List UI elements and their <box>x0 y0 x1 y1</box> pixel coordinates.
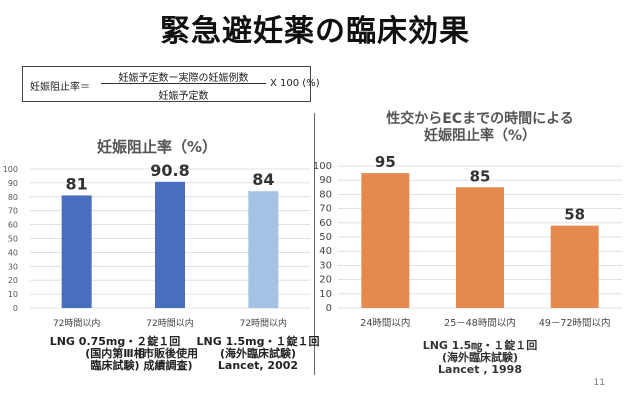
chart2-ytick-label: 70 <box>319 204 332 215</box>
chart1-bar2-note-line-2: 成績調査) <box>143 359 193 372</box>
chart2-data-label-1: 95 <box>375 153 396 171</box>
chart1-data-label-3: 84 <box>252 170 274 189</box>
chart1-category-label-3: 72時間以内 <box>240 317 287 329</box>
chart2-ytick-label: 0 <box>326 303 332 314</box>
chart1-bar1-note-line-3: 臨床試験) <box>90 359 140 372</box>
chart2-ytick-label: 60 <box>319 218 332 229</box>
chart1-data-label-1: 81 <box>66 174 88 193</box>
chart1-bar3-note: LNG 1.5mg・１錠１回 (海外臨床試験) Lancet, 2002 <box>188 336 328 372</box>
chart1-bar-1 <box>61 195 92 308</box>
formula-lhs: 妊娠阻止率＝ <box>30 82 90 93</box>
chart1-ytick-label: 60 <box>8 221 18 230</box>
chart2-ytick-label: 30 <box>319 260 332 271</box>
chart1-ytick-label: 0 <box>13 304 18 313</box>
chart2-note-line-1: LNG 1.5㎎・１錠１回 <box>422 339 538 352</box>
chart1-bar1-note-line-2: (国内第Ⅲ相 <box>85 347 145 360</box>
chart1-bar-2 <box>155 181 185 308</box>
chart2-data-label-2: 85 <box>470 167 491 185</box>
chart1-ytick-label: 30 <box>8 262 18 271</box>
chart2-category-label-1: 24時間以内 <box>360 317 410 329</box>
formula-rhs: X 100 (%) <box>270 78 320 89</box>
chart1-title: 妊娠阻止率（%） <box>96 138 218 156</box>
chart-divider <box>314 113 315 375</box>
chart2-ytick-label: 90 <box>319 175 332 186</box>
chart1-category-label-1: 72時間以内 <box>53 317 100 329</box>
chart1-ytick-label: 40 <box>8 248 18 257</box>
chart2-bar-2 <box>456 187 504 308</box>
formula-fraction-bar <box>101 83 266 84</box>
chart2-bar-1 <box>361 173 410 308</box>
chart1-data-label-2: 90.8 <box>150 161 189 180</box>
chart1-ytick-label: 80 <box>8 193 18 202</box>
chart1-bar1-note: LNG 0.75mg・２錠１回 (国内第Ⅲ相 臨床試験) <box>40 336 190 372</box>
formula-denominator: 妊娠予定数 <box>158 91 209 102</box>
page-number: 11 <box>593 378 605 388</box>
chart2-ytick-label: 40 <box>319 246 332 257</box>
chart2-title: 性交からECまでの時間による 妊娠阻止率（%） <box>330 111 630 145</box>
chart2-data-label-3: 58 <box>564 206 585 224</box>
chart1-ytick-label: 20 <box>8 276 18 285</box>
chart2-ytick-label: 100 <box>313 161 332 172</box>
chart1-bar3-note-line-3: Lancet, 2002 <box>217 359 299 372</box>
chart2-note: LNG 1.5㎎・１錠１回 (海外臨床試験) Lancet , 1998 <box>405 340 555 376</box>
chart1-ytick-label: 90 <box>8 179 18 188</box>
chart2-title-line-1: 性交からECまでの時間による <box>386 111 574 127</box>
chart1-bar2-note-line-1: (市販後使用 <box>137 347 199 360</box>
chart1-bar2-note: (市販後使用 成績調査) <box>128 348 208 372</box>
chart2-category-label-3: 49－72時間以内 <box>539 317 611 329</box>
chart1-ytick-label: 10 <box>8 290 18 299</box>
chart1-ytick-label: 100 <box>3 165 18 174</box>
chart2-ytick-label: 80 <box>319 189 332 200</box>
chart1-bar3-note-line-2: (海外臨床試験) <box>219 347 297 360</box>
chart2-note-line-2: (海外臨床試験) <box>441 351 519 364</box>
chart1-category-label-2: 72時間以内 <box>146 317 193 329</box>
chart2-ytick-label: 20 <box>319 275 332 286</box>
chart2-category-label-2: 25－48時間以内 <box>444 317 516 329</box>
slide-title: 緊急避妊薬の臨床効果 <box>160 14 470 49</box>
formula-box: 妊娠阻止率＝ 妊娠予定数ー実際の妊娠例数 妊娠予定数 X 100 (%) <box>22 66 320 102</box>
chart2-note-line-3: Lancet , 1998 <box>438 363 522 376</box>
chart1-ytick-label: 70 <box>8 207 18 216</box>
formula-numerator: 妊娠予定数ー実際の妊娠例数 <box>118 73 249 84</box>
chart1-ytick-label: 50 <box>8 235 18 244</box>
chart2-title-line-2: 妊娠阻止率（%） <box>423 128 537 144</box>
chart1-bar-3 <box>248 191 279 308</box>
chart2-bar-3 <box>550 225 599 308</box>
chart1-bar1-note-line-1: LNG 0.75mg・２錠１回 <box>49 335 181 348</box>
chart1-bar3-note-line-1: LNG 1.5mg・１錠１回 <box>196 335 320 348</box>
chart2-ytick-label: 50 <box>319 232 332 243</box>
chart2-ytick-label: 10 <box>319 289 332 300</box>
